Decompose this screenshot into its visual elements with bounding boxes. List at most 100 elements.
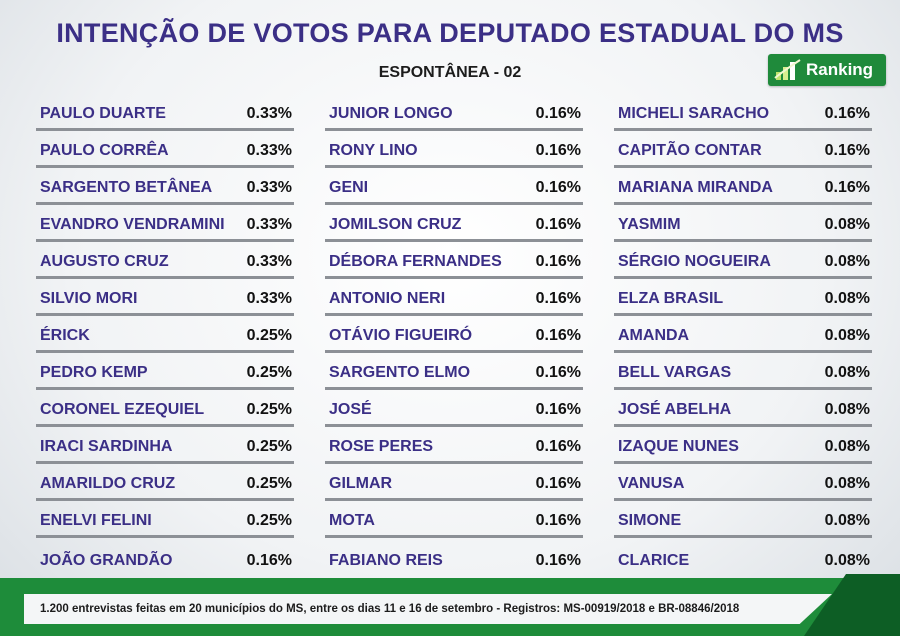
candidate-name: VANUSA [618, 475, 685, 492]
candidate-row: JOSÉ ABELHA 0.08% [614, 390, 872, 427]
candidate-name: SÉRGIO NOGUEIRA [618, 253, 771, 270]
candidate-row: AMANDA 0.08% [614, 316, 872, 353]
candidate-name: SARGENTO BETÂNEA [40, 179, 213, 196]
candidate-percentage: 0.08% [824, 216, 870, 233]
candidate-percentage: 0.33% [246, 105, 292, 122]
candidate-row: JOÃO GRANDÃO 0.16% [36, 538, 294, 575]
candidate-name: IZAQUE NUNES [618, 438, 739, 455]
candidate-row: AMARILDO CRUZ 0.25% [36, 464, 294, 501]
candidate-name: MOTA [329, 512, 375, 529]
candidate-row: ÉRICK 0.25% [36, 316, 294, 353]
candidate-percentage: 0.16% [535, 142, 581, 159]
candidate-percentage: 0.25% [246, 475, 292, 492]
candidate-name: FABIANO REIS [329, 552, 443, 569]
candidate-name: JOSÉ ABELHA [618, 401, 732, 418]
candidate-row: AUGUSTO CRUZ 0.33% [36, 242, 294, 279]
candidate-percentage: 0.16% [535, 475, 581, 492]
candidate-percentage: 0.08% [824, 253, 870, 270]
candidate-percentage: 0.16% [535, 105, 581, 122]
candidate-percentage: 0.08% [824, 327, 870, 344]
candidate-row: MARIANA MIRANDA 0.16% [614, 168, 872, 205]
candidate-percentage: 0.16% [824, 179, 870, 196]
candidate-percentage: 0.33% [246, 216, 292, 233]
candidate-name: MARIANA MIRANDA [618, 179, 773, 196]
candidate-percentage: 0.25% [246, 512, 292, 529]
candidate-name: GENI [329, 179, 369, 196]
candidate-column-3: MICHELI SARACHO 0.16% CAPITÃO CONTAR 0.16% M… [614, 94, 872, 575]
candidate-row: IRACI SARDINHA 0.25% [36, 427, 294, 464]
candidate-percentage: 0.08% [824, 475, 870, 492]
candidate-percentage: 0.33% [246, 253, 292, 270]
candidate-name: CAPITÃO CONTAR [618, 142, 762, 159]
candidate-name: PAULO DUARTE [40, 105, 166, 122]
candidate-percentage: 0.16% [535, 438, 581, 455]
candidate-percentage: 0.33% [246, 179, 292, 196]
candidate-name: DÉBORA FERNANDES [329, 253, 502, 270]
candidate-row: PEDRO KEMP 0.25% [36, 353, 294, 390]
candidate-percentage: 0.16% [246, 552, 292, 569]
candidate-name: ÉRICK [40, 327, 90, 344]
page-subtitle: ESPONTÂNEA - 02 [378, 64, 522, 81]
candidate-row: YASMIM 0.08% [614, 205, 872, 242]
candidate-row: SÉRGIO NOGUEIRA 0.08% [614, 242, 872, 279]
candidate-name: SARGENTO ELMO [329, 364, 471, 381]
candidate-percentage: 0.16% [824, 105, 870, 122]
candidate-name: BELL VARGAS [618, 364, 732, 381]
candidate-row: CORONEL EZEQUIEL 0.25% [36, 390, 294, 427]
candidate-row: BELL VARGAS 0.08% [614, 353, 872, 390]
candidate-name: PEDRO KEMP [40, 364, 148, 381]
candidate-percentage: 0.33% [246, 290, 292, 307]
candidate-percentage: 0.16% [535, 216, 581, 233]
candidate-row: VANUSA 0.08% [614, 464, 872, 501]
candidate-name: ANTONIO NERI [329, 290, 446, 307]
candidate-row: SARGENTO BETÂNEA 0.33% [36, 168, 294, 205]
candidate-percentage: 0.25% [246, 401, 292, 418]
candidate-row: GENI 0.16% [325, 168, 583, 205]
candidate-row: OTÁVIO FIGUEIRÓ 0.16% [325, 316, 583, 353]
candidate-percentage: 0.25% [246, 364, 292, 381]
candidate-percentage: 0.16% [535, 552, 581, 569]
candidate-row: CLARICE 0.08% [614, 538, 872, 575]
footer-note: 1.200 entrevistas feitas em 20 município… [40, 603, 740, 615]
candidate-percentage: 0.08% [824, 290, 870, 307]
candidate-row: SILVIO MORI 0.33% [36, 279, 294, 316]
candidate-name: RONY LINO [329, 142, 418, 159]
candidate-row: PAULO CORRÊA 0.33% [36, 131, 294, 168]
candidate-percentage: 0.08% [824, 438, 870, 455]
candidate-name: ENELVI FELINI [40, 512, 152, 529]
ranking-logo: Ranking [768, 54, 886, 86]
page-title: INTENÇÃO DE VOTOS PARA DEPUTADO ESTADUAL… [56, 18, 844, 48]
candidate-percentage: 0.25% [246, 327, 292, 344]
bar-chart-logo-icon [774, 59, 801, 80]
candidate-name: SILVIO MORI [40, 290, 138, 307]
candidate-name: AMARILDO CRUZ [40, 475, 176, 492]
candidate-percentage: 0.16% [535, 512, 581, 529]
candidate-name: JUNIOR LONGO [329, 105, 453, 122]
candidate-name: CORONEL EZEQUIEL [40, 401, 205, 418]
candidate-percentage: 0.16% [535, 327, 581, 344]
candidate-row: GILMAR 0.16% [325, 464, 583, 501]
candidate-name: JOÃO GRANDÃO [40, 552, 173, 569]
candidate-percentage: 0.16% [824, 142, 870, 159]
candidate-name: EVANDRO VENDRAMINI [40, 216, 225, 233]
candidate-row: SIMONE 0.08% [614, 501, 872, 538]
candidate-row: JUNIOR LONGO 0.16% [325, 94, 583, 131]
candidate-row: SARGENTO ELMO 0.16% [325, 353, 583, 390]
footer-band-light [24, 594, 832, 624]
candidate-percentage: 0.08% [824, 512, 870, 529]
candidate-row: ENELVI FELINI 0.25% [36, 501, 294, 538]
candidate-row: PAULO DUARTE 0.33% [36, 94, 294, 131]
candidate-percentage: 0.08% [824, 401, 870, 418]
candidate-name: JOMILSON CRUZ [329, 216, 462, 233]
candidate-name: CLARICE [618, 552, 690, 569]
candidate-row: FABIANO REIS 0.16% [325, 538, 583, 575]
candidate-name: ROSE PERES [329, 438, 434, 455]
candidate-name: SIMONE [618, 512, 682, 529]
candidate-percentage: 0.16% [535, 401, 581, 418]
candidate-name: IRACI SARDINHA [40, 438, 173, 455]
candidate-row: DÉBORA FERNANDES 0.16% [325, 242, 583, 279]
candidate-name: OTÁVIO FIGUEIRÓ [329, 327, 473, 344]
candidate-name: PAULO CORRÊA [40, 142, 169, 159]
candidate-column-2: JUNIOR LONGO 0.16% RONY LINO 0.16% GENI 0.16%… [325, 94, 583, 575]
candidate-name: MICHELI SARACHO [618, 105, 770, 122]
